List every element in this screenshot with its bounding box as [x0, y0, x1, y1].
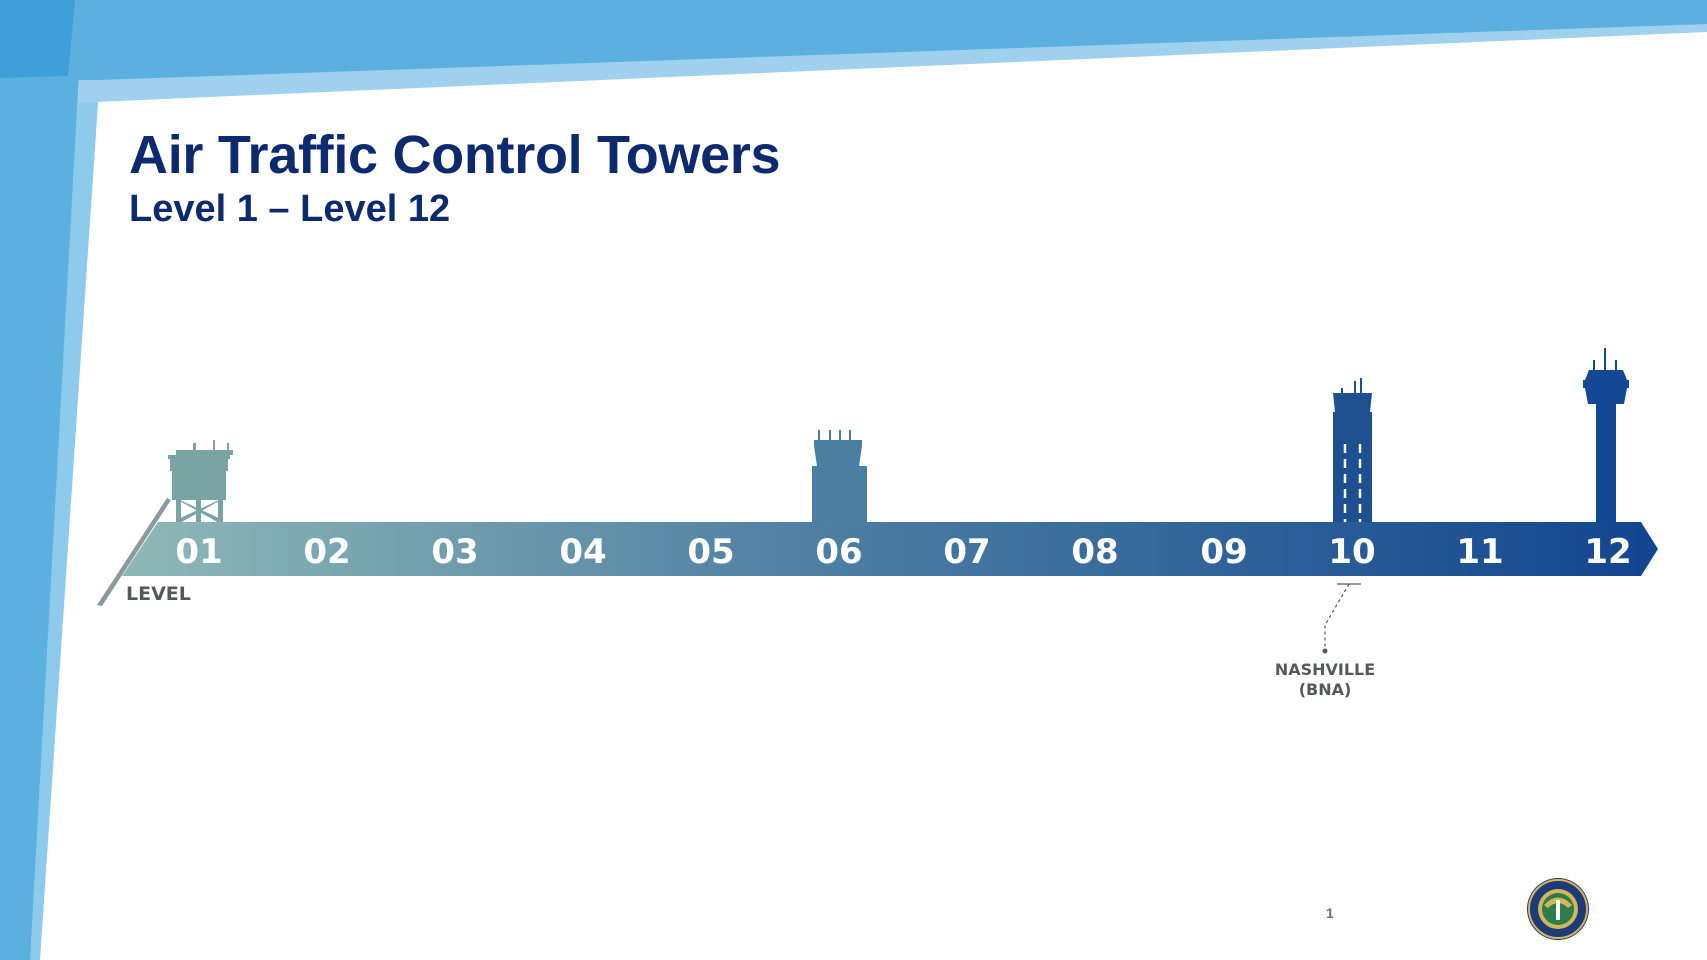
top-band — [0, 0, 1707, 80]
page-subtitle: Level 1 – Level 12 — [129, 188, 451, 230]
level-label-12: 12 — [1584, 532, 1631, 572]
timeline-start-accent — [97, 498, 171, 606]
level-label-02: 02 — [303, 532, 350, 572]
level-label-03: 03 — [431, 532, 478, 572]
level-label-07: 07 — [943, 532, 990, 572]
level-label-09: 09 — [1200, 532, 1247, 572]
level-label-04: 04 — [559, 532, 606, 572]
tower-level-12-icon — [1583, 348, 1629, 528]
level-label-10: 10 — [1328, 532, 1375, 572]
page-title: Air Traffic Control Towers — [129, 125, 781, 185]
level-axis-label: LEVEL — [126, 583, 191, 605]
tower-level-01-icon — [168, 440, 233, 524]
level-timeline-arrow — [122, 522, 1658, 576]
level-label-05: 05 — [687, 532, 734, 572]
level-label-06: 06 — [815, 532, 862, 572]
corner-accent — [0, 0, 75, 78]
faa-seal-logo — [1527, 878, 1589, 940]
annotation-nashville: NASHVILLE — [1275, 660, 1375, 679]
left-band — [0, 0, 83, 960]
level-label-08: 08 — [1071, 532, 1118, 572]
page-number: 1 — [1326, 905, 1334, 921]
level-label-11: 11 — [1456, 532, 1503, 572]
level-label-01: 01 — [175, 532, 222, 572]
annotation-bna: (BNA) — [1299, 680, 1352, 699]
tower-level-06-icon — [812, 430, 867, 528]
nashville-callout — [1322, 583, 1361, 654]
tower-level-10-icon — [1333, 378, 1372, 528]
